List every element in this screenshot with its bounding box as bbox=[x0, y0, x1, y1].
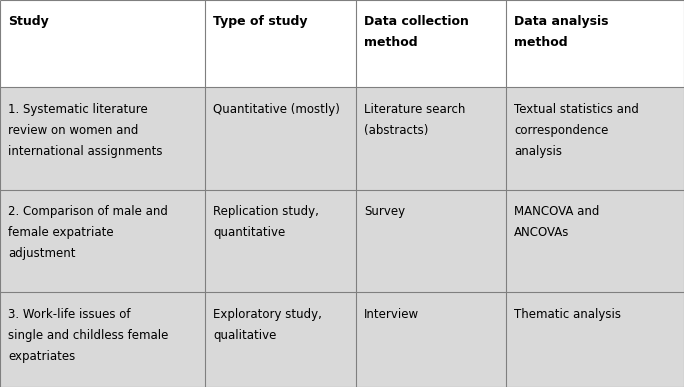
Bar bbox=[205, 0, 356, 87]
Text: MANCOVA and
ANCOVAs: MANCOVA and ANCOVAs bbox=[514, 205, 600, 239]
Bar bbox=[205, 190, 356, 292]
Text: Study: Study bbox=[8, 15, 49, 29]
Text: Type of study: Type of study bbox=[213, 15, 308, 29]
Text: Thematic analysis: Thematic analysis bbox=[514, 308, 621, 321]
Text: Data collection
method: Data collection method bbox=[364, 15, 469, 50]
Text: 3. Work-life issues of
single and childless female
expatriates: 3. Work-life issues of single and childl… bbox=[8, 308, 168, 363]
Bar bbox=[506, 292, 684, 387]
Bar bbox=[356, 292, 506, 387]
Bar bbox=[0, 292, 205, 387]
Bar bbox=[356, 190, 506, 292]
Bar bbox=[0, 87, 205, 190]
Bar bbox=[356, 0, 506, 87]
Text: Literature search
(abstracts): Literature search (abstracts) bbox=[364, 103, 465, 137]
Text: 1. Systematic literature
review on women and
international assignments: 1. Systematic literature review on women… bbox=[8, 103, 163, 158]
Text: Data analysis
method: Data analysis method bbox=[514, 15, 609, 50]
Text: Quantitative (mostly): Quantitative (mostly) bbox=[213, 103, 340, 116]
Text: Exploratory study,
qualitative: Exploratory study, qualitative bbox=[213, 308, 322, 342]
Text: Survey: Survey bbox=[364, 205, 405, 218]
Text: Replication study,
quantitative: Replication study, quantitative bbox=[213, 205, 319, 239]
Bar bbox=[356, 87, 506, 190]
Text: 2. Comparison of male and
female expatriate
adjustment: 2. Comparison of male and female expatri… bbox=[8, 205, 168, 260]
Text: Interview: Interview bbox=[364, 308, 419, 321]
Bar bbox=[0, 0, 205, 87]
Bar bbox=[205, 292, 356, 387]
Bar bbox=[506, 87, 684, 190]
Bar bbox=[205, 87, 356, 190]
Bar bbox=[506, 0, 684, 87]
Bar bbox=[506, 190, 684, 292]
Bar bbox=[0, 190, 205, 292]
Text: Textual statistics and
correspondence
analysis: Textual statistics and correspondence an… bbox=[514, 103, 640, 158]
